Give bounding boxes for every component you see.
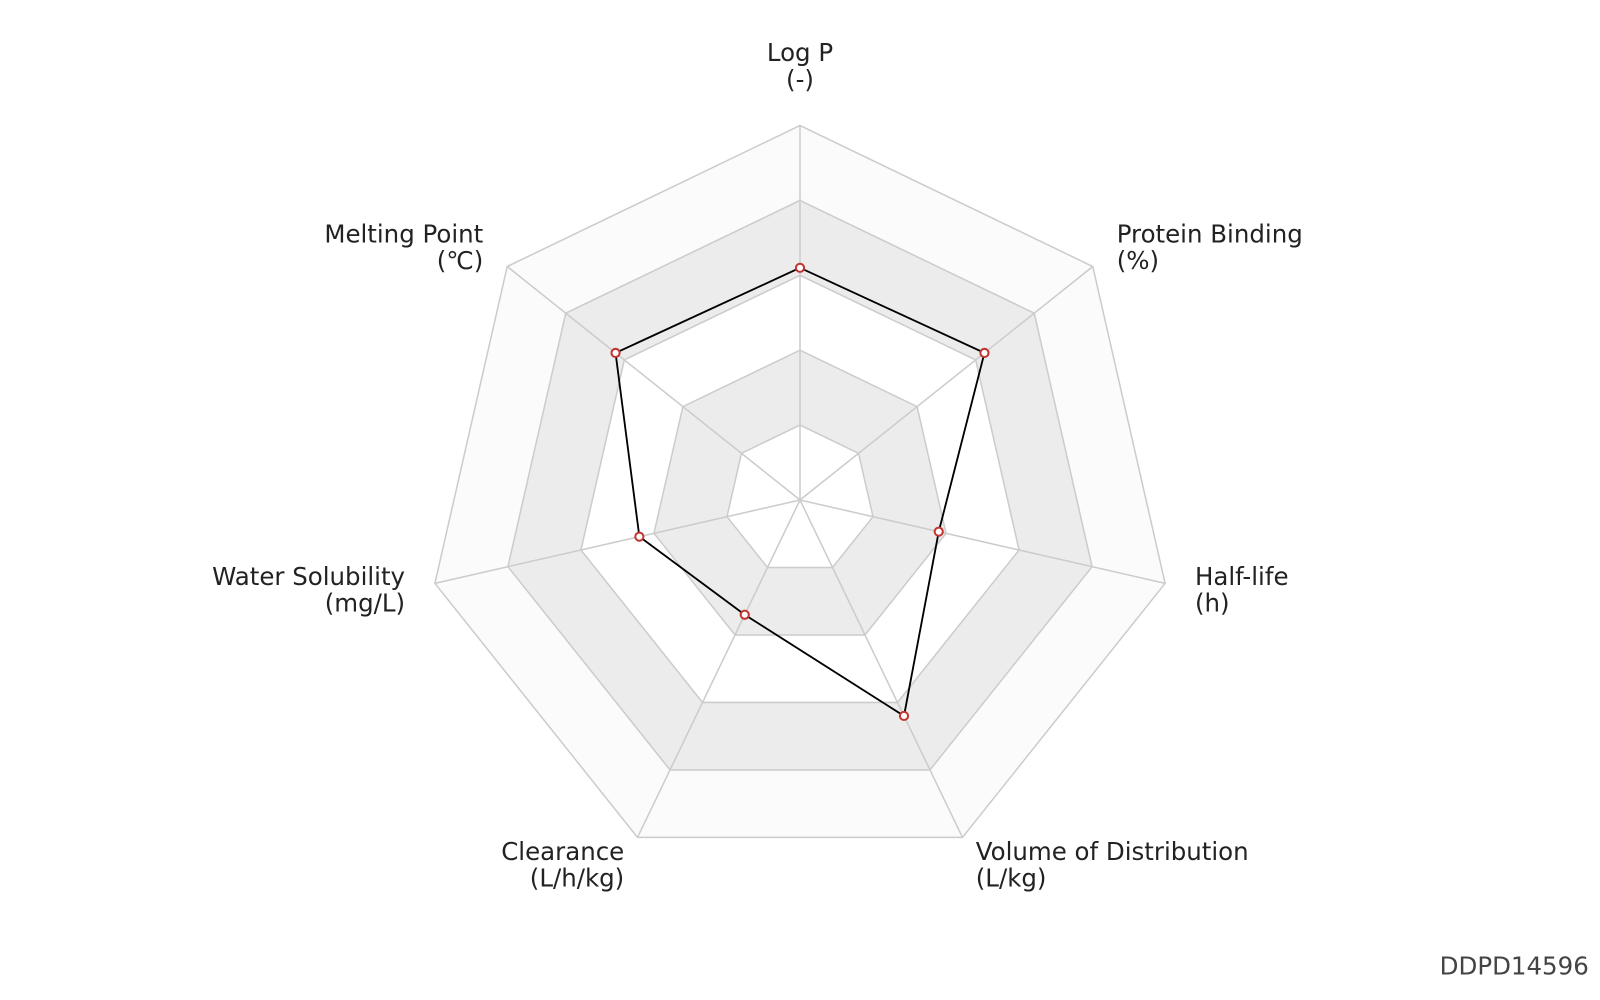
indicator-name: Melting Point <box>324 219 483 248</box>
axis-line <box>799 499 964 838</box>
axis-line <box>799 265 1094 501</box>
axis-line <box>799 499 1166 585</box>
data-point <box>794 262 806 273</box>
indicator-unit: (L/kg) <box>976 863 1047 892</box>
indicator-unit: (L/h/kg) <box>530 863 624 892</box>
axes <box>434 125 1166 838</box>
axis-line <box>636 499 801 838</box>
indicator-labels: Log P(-) Protein Binding(%) Half-life(h) Vo… <box>212 38 1303 892</box>
series <box>610 262 990 722</box>
indicator-unit: (℃) <box>437 246 484 275</box>
data-point <box>979 347 990 359</box>
indicator-name: Protein Binding <box>1117 219 1303 248</box>
series-line <box>614 266 986 718</box>
indicator-name: Log P <box>767 38 833 67</box>
data-point <box>898 710 910 722</box>
data-point <box>933 526 944 537</box>
indicator-unit: (h) <box>1195 589 1230 618</box>
indicator-name: Volume of Distribution <box>976 837 1249 866</box>
indicator-unit: (%) <box>1117 246 1159 275</box>
indicator-name: Half-life <box>1195 562 1289 591</box>
indicator-name: Clearance <box>501 837 624 866</box>
data-point <box>739 609 750 620</box>
axis-line <box>434 499 801 585</box>
watermark: DDPD14596 <box>1440 951 1589 980</box>
indicator-unit: (-) <box>786 65 814 94</box>
data-point <box>610 347 621 359</box>
indicator-name: Water Solubility <box>212 562 405 591</box>
data-point <box>634 531 645 542</box>
axis-line <box>506 265 801 501</box>
indicator-unit: (mg/L) <box>325 589 405 618</box>
